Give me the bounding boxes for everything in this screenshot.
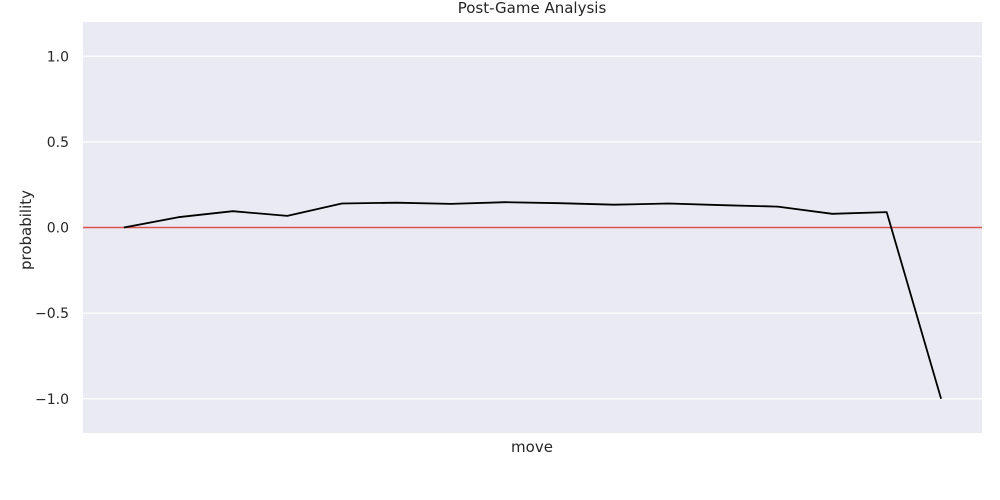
chart-title: Post-Game Analysis: [458, 0, 607, 17]
y-tick-label: −1.0: [35, 392, 69, 408]
y-tick-labels: −1.0 −0.5 0.0 0.5 1.0: [35, 49, 69, 408]
series-layer: [123, 201, 942, 400]
y-tick-label: 0.0: [47, 221, 69, 237]
y-tick-label: −0.5: [35, 306, 69, 322]
series-line: [123, 201, 942, 400]
y-tick-label: 1.0: [47, 49, 69, 65]
x-axis-label: move: [511, 438, 553, 456]
y-axis-label: probability: [17, 190, 35, 270]
y-tick-label: 0.5: [47, 135, 69, 151]
